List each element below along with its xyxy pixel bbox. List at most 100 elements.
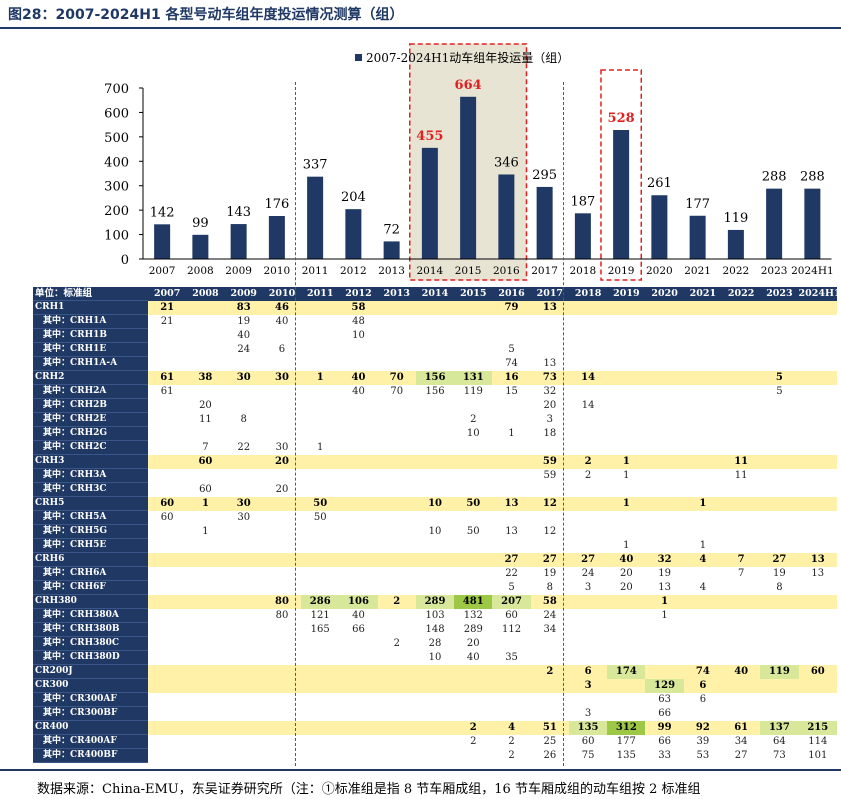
bar-value-label: 142 xyxy=(150,205,175,220)
row-label: 其中：CRH1A-A xyxy=(33,356,149,371)
table-cell: 22 xyxy=(492,566,531,581)
table-cell xyxy=(530,510,569,525)
table-cell xyxy=(607,342,646,357)
table-cell: 8 xyxy=(530,580,569,595)
table-cell xyxy=(798,538,837,553)
table-cell xyxy=(454,566,493,581)
table-cell xyxy=(492,664,531,679)
table-cell xyxy=(262,734,302,749)
table-cell: 74 xyxy=(492,356,531,371)
table-cell: 40 xyxy=(454,650,493,665)
table-cell xyxy=(722,650,761,665)
table-cell xyxy=(186,650,225,665)
table-cell xyxy=(492,692,531,707)
table-cell xyxy=(224,426,263,441)
table-cell xyxy=(377,678,416,693)
table-cell xyxy=(798,300,837,315)
table-cell: 8 xyxy=(224,412,263,427)
table-row: 其中：CRH1B 40 10 xyxy=(33,328,837,343)
table-cell xyxy=(377,538,416,553)
x-tick-label: 2016 xyxy=(493,265,520,277)
table-row: 其中：CRH6A 22 19 24 20 19 7 19 13 xyxy=(33,566,837,581)
table-cell: 1 xyxy=(607,454,646,469)
table-cell: 40 xyxy=(607,552,646,567)
table-cell: 20 xyxy=(530,398,569,413)
y-tick-label: 400 xyxy=(104,155,129,170)
table-cell: 24 xyxy=(568,566,608,581)
table-cell xyxy=(492,314,531,329)
table-cell xyxy=(186,426,225,441)
table-row: 其中：CRH2B 20 20 14 xyxy=(33,398,837,413)
table-year-header: 2014 xyxy=(415,287,455,301)
table-cell xyxy=(186,594,225,609)
table-cell xyxy=(148,664,187,679)
table-cell: 59 xyxy=(530,468,569,483)
table-row: 其中：CRH5E 1 1 xyxy=(33,538,837,553)
table-cell xyxy=(683,356,723,371)
row-label: 其中：CRH380B xyxy=(33,622,149,637)
table-cell xyxy=(722,440,761,455)
table-cell xyxy=(798,412,837,427)
table-cell: 80 xyxy=(262,594,302,609)
table-cell xyxy=(377,720,416,735)
table-cell xyxy=(186,664,225,679)
table-cell xyxy=(377,650,416,665)
table-year-header: 2010 xyxy=(262,287,302,301)
table-cell xyxy=(568,524,608,539)
table-cell xyxy=(186,566,225,581)
table-cell xyxy=(377,398,416,413)
table-cell xyxy=(683,482,723,497)
table-cell xyxy=(607,300,646,315)
table-cell xyxy=(760,468,799,483)
table-cell xyxy=(262,510,302,525)
table-cell xyxy=(454,328,493,343)
table-cell xyxy=(262,622,302,637)
table-cell xyxy=(339,398,378,413)
table-cell xyxy=(377,706,416,721)
table-cell: 174 xyxy=(607,664,646,679)
table-cell xyxy=(339,580,378,595)
table-cell xyxy=(645,524,684,539)
table-cell xyxy=(262,398,302,413)
table-cell xyxy=(339,496,378,511)
table-cell xyxy=(148,636,187,651)
table-cell: 28 xyxy=(415,636,455,651)
table-cell: 19 xyxy=(224,314,263,329)
table-cell xyxy=(224,678,263,693)
table-cell xyxy=(568,356,608,371)
table-cell xyxy=(224,468,263,483)
row-label: 其中：CRH1B xyxy=(33,328,149,343)
table-cell: 33 xyxy=(645,748,684,763)
table-cell xyxy=(339,440,378,455)
row-label: 其中：CRH2C xyxy=(33,440,149,455)
table-year-header: 2017 xyxy=(530,287,569,301)
table-cell xyxy=(798,706,837,721)
row-label: CR300 xyxy=(33,678,149,693)
x-tick-label: 2008 xyxy=(187,265,214,277)
table-cell: 30 xyxy=(224,510,263,525)
table-year-header: 2020 xyxy=(645,287,684,301)
table-cell xyxy=(722,314,761,329)
table-cell xyxy=(377,524,416,539)
table-row: 其中：CRH6F 5 8 3 20 13 4 8 xyxy=(33,580,837,595)
table-cell xyxy=(148,398,187,413)
table-cell xyxy=(454,510,493,525)
table-cell xyxy=(760,482,799,497)
table-cell: 13 xyxy=(492,496,531,511)
table-cell xyxy=(607,398,646,413)
table-cell: 2 xyxy=(454,734,493,749)
table-cell: 12 xyxy=(530,524,569,539)
table-cell xyxy=(262,636,302,651)
table-cell: 156 xyxy=(415,384,455,399)
table-cell: 11 xyxy=(722,454,761,469)
table-cell xyxy=(492,510,531,525)
table-cell xyxy=(377,314,416,329)
table-cell: 46 xyxy=(262,300,302,315)
table-cell: 289 xyxy=(454,622,493,637)
table-row: CRH6 27 27 27 40 32 4 7 27 13 xyxy=(33,552,837,567)
table-cell xyxy=(722,356,761,371)
table-cell: 1 xyxy=(607,468,646,483)
table-cell: 13 xyxy=(530,356,569,371)
x-axis: 2007 2008 2009 2010 2011 2012 2013 2014 2015 2016… xyxy=(143,258,834,277)
table-cell: 112 xyxy=(492,622,531,637)
